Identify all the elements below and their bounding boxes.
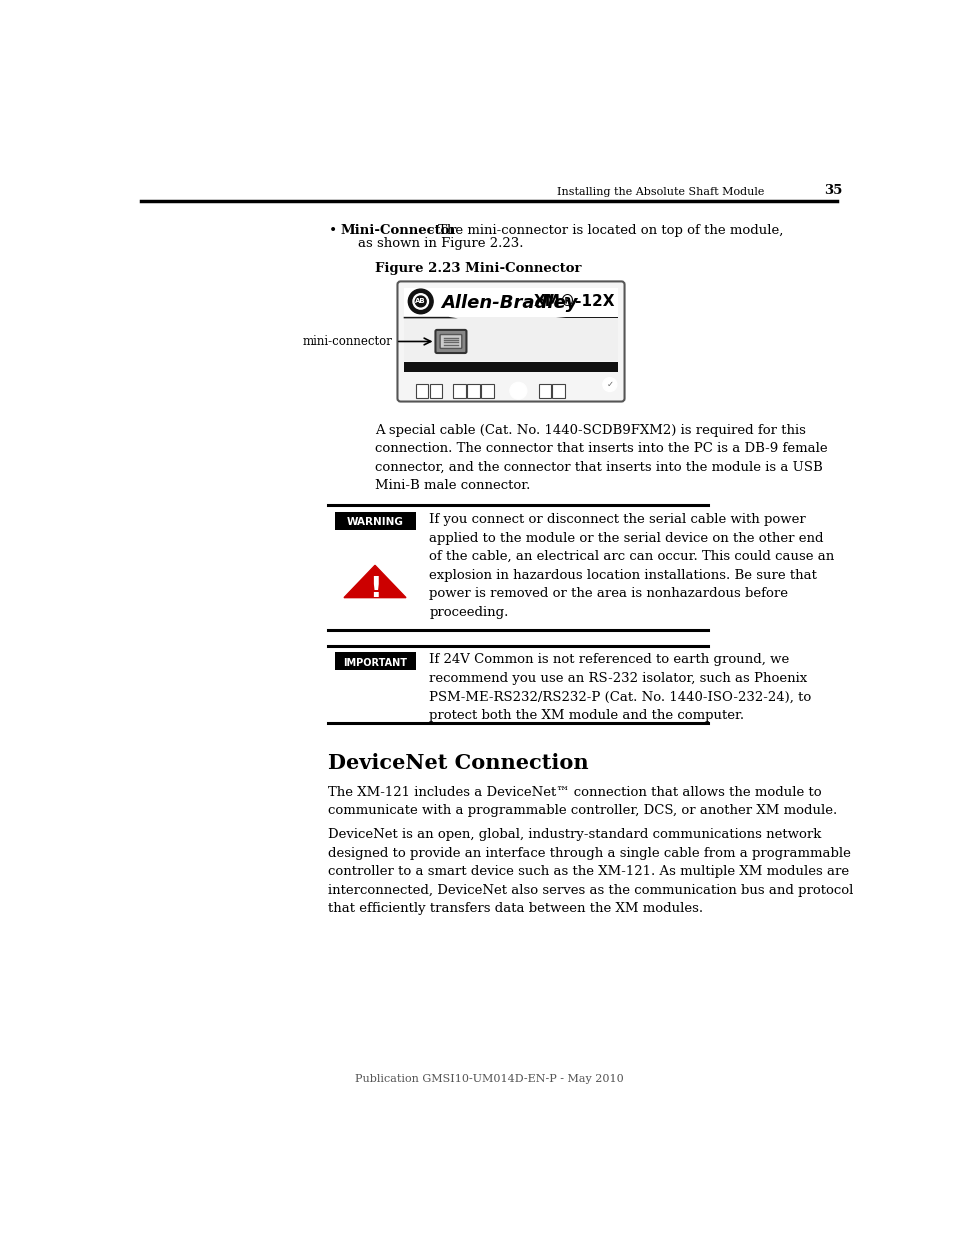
Text: A special cable (Cat. No. 1440-SCDB9FXM2) is required for this
connection. The c: A special cable (Cat. No. 1440-SCDB9FXM2… <box>375 424 827 493</box>
Text: XM®-12X: XM®-12X <box>533 294 615 309</box>
Text: Figure 2.23 Mini-Connector: Figure 2.23 Mini-Connector <box>375 262 581 275</box>
Bar <box>335 652 416 671</box>
Circle shape <box>509 383 526 399</box>
Circle shape <box>413 294 428 309</box>
Bar <box>467 384 479 398</box>
Text: - The mini-connector is located on top of the module,: - The mini-connector is located on top o… <box>424 224 782 237</box>
Text: •: • <box>328 224 336 237</box>
Text: DeviceNet is an open, global, industry-standard communications network
designed : DeviceNet is an open, global, industry-s… <box>328 829 853 915</box>
Text: IMPORTANT: IMPORTANT <box>343 657 407 668</box>
Polygon shape <box>344 566 406 598</box>
Bar <box>537 384 550 398</box>
FancyBboxPatch shape <box>439 335 461 348</box>
Bar <box>403 362 618 372</box>
Text: mini-connector: mini-connector <box>303 335 393 348</box>
Circle shape <box>415 296 426 306</box>
Bar <box>403 288 618 317</box>
Text: DeviceNet Connection: DeviceNet Connection <box>328 753 589 773</box>
FancyBboxPatch shape <box>397 282 624 401</box>
Bar <box>403 317 618 362</box>
Bar <box>430 384 442 398</box>
Circle shape <box>602 378 617 391</box>
Polygon shape <box>556 317 618 319</box>
Bar <box>453 384 465 398</box>
Text: Allen-Bradley: Allen-Bradley <box>440 294 577 311</box>
Text: !: ! <box>368 576 381 604</box>
Text: The XM-121 includes a DeviceNet™ connection that allows the module to
communicat: The XM-121 includes a DeviceNet™ connect… <box>328 785 837 818</box>
Text: AB: AB <box>415 299 426 305</box>
Bar <box>416 384 428 398</box>
Text: Installing the Absolute Shaft Module: Installing the Absolute Shaft Module <box>557 186 763 196</box>
Polygon shape <box>403 317 457 319</box>
Text: If you connect or disconnect the serial cable with power
applied to the module o: If you connect or disconnect the serial … <box>429 514 834 619</box>
Text: 35: 35 <box>823 184 842 196</box>
Bar <box>552 384 564 398</box>
Text: ✓: ✓ <box>606 380 613 389</box>
FancyBboxPatch shape <box>435 330 466 353</box>
Text: If 24V Common is not referenced to earth ground, we
recommend you use an RS-232 : If 24V Common is not referenced to earth… <box>429 653 811 721</box>
Text: WARNING: WARNING <box>347 517 403 527</box>
Bar <box>335 511 416 530</box>
Text: Publication GMSI10-UM014D-EN-P - May 2010: Publication GMSI10-UM014D-EN-P - May 201… <box>355 1073 622 1084</box>
Circle shape <box>408 289 433 314</box>
Text: as shown in Figure 2.23.: as shown in Figure 2.23. <box>357 237 523 249</box>
Text: Mini-Connector: Mini-Connector <box>340 224 456 237</box>
Bar <box>480 384 493 398</box>
